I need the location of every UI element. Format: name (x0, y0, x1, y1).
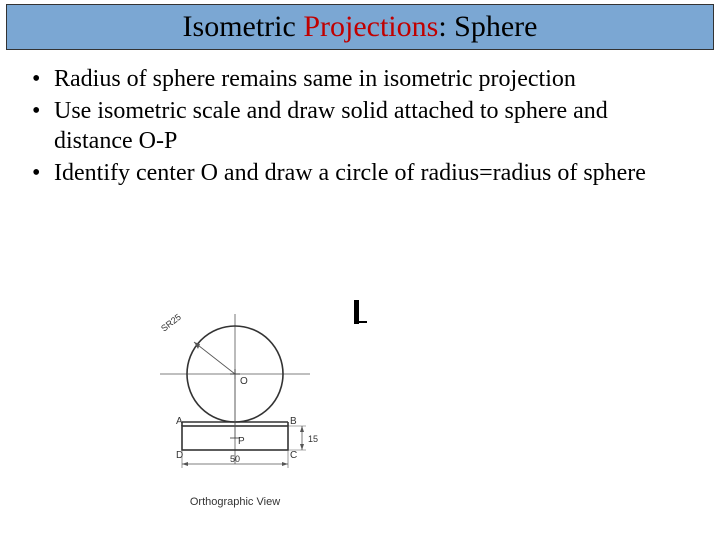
bullet-item: Radius of sphere remains same in isometr… (30, 64, 690, 94)
slide-title: Isometric Projections: Sphere (183, 10, 538, 44)
bullet-list: Radius of sphere remains same in isometr… (30, 64, 690, 188)
label-sr: SR25 (159, 312, 183, 334)
title-suffix: : Sphere (438, 10, 537, 43)
label-width: 50 (230, 454, 240, 464)
bullet-item: Use isometric scale and draw solid attac… (30, 96, 690, 156)
orthographic-svg: O SR25 P A B D C 50 15 (140, 304, 330, 489)
figure-orthographic: O SR25 P A B D C 50 15 Or (140, 304, 330, 508)
figure-caption: Orthographic View (140, 496, 330, 508)
label-c: C (290, 450, 297, 461)
title-bar: Isometric Projections: Sphere (6, 4, 714, 50)
content-area: Radius of sphere remains same in isometr… (0, 50, 720, 188)
label-a: A (176, 416, 183, 427)
label-height: 15 (308, 434, 318, 444)
title-red-word: Projections (303, 10, 438, 43)
bullet-item: Identify center O and draw a circle of r… (30, 158, 690, 188)
label-o: O (240, 376, 248, 387)
label-b: B (290, 416, 297, 427)
text-cursor-tick (359, 321, 367, 323)
title-prefix: Isometric (183, 10, 304, 43)
